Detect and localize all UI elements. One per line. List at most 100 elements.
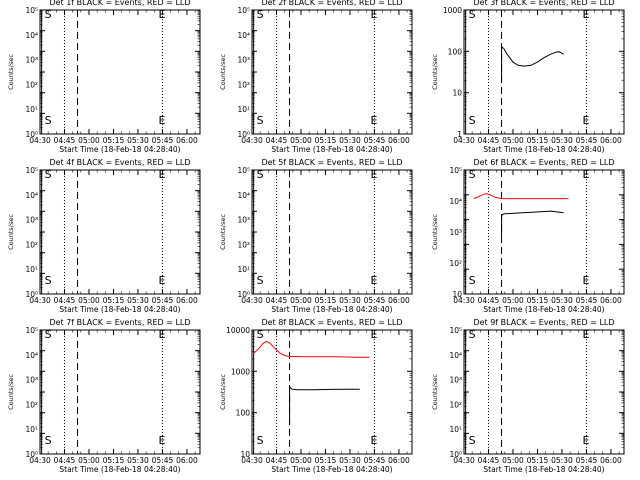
x-tick-label: 05:45 (364, 456, 386, 465)
x-tick-label: 05:15 (315, 296, 337, 305)
y-tick-label: 10³ (449, 376, 462, 385)
marker-label-e-top: E (158, 328, 165, 341)
y-axis-label: Counts/sec (219, 54, 227, 90)
x-tick-label: 05:45 (152, 136, 174, 145)
y-axis-label: Counts/sec (431, 374, 439, 410)
x-tick-label: 04:30 (241, 296, 263, 305)
detector-panel: Det 3f BLACK = Events, RED = LLD 1 10 100 10… (431, 0, 625, 154)
x-tick-label: 04:45 (54, 456, 76, 465)
y-tick-label: 10² (25, 400, 38, 409)
y-tick-label: 10⁰ (237, 290, 250, 299)
marker-label-e-bottom: E (370, 114, 377, 127)
x-axis-label: Start Time (18-Feb-18 04:28:40) (271, 305, 392, 314)
detector-panel: Det 2f BLACK = Events, RED = LLD 10⁰ 10¹ 10… (219, 0, 413, 154)
x-tick-label: 05:30 (551, 136, 573, 145)
marker-label-s-top: S (469, 168, 476, 181)
x-tick-label: 04:45 (478, 136, 500, 145)
x-tick-label: 04:30 (241, 136, 263, 145)
events-rate-series (501, 45, 564, 81)
y-tick-label: 10⁴ (25, 351, 38, 360)
y-tick-label: 10¹ (25, 425, 38, 434)
marker-label-s-bottom: S (45, 434, 52, 447)
x-tick-label: 04:30 (453, 136, 475, 145)
y-tick-label: 10⁵ (25, 326, 38, 335)
panel-title: Det 5f BLACK = Events, RED = LLD (261, 158, 402, 167)
x-tick-label: 04:45 (266, 456, 288, 465)
x-tick-label: 05:15 (315, 456, 337, 465)
x-tick-label: 05:15 (103, 296, 125, 305)
x-tick-label: 04:30 (29, 136, 51, 145)
x-tick-label: 05:00 (290, 296, 312, 305)
marker-label-e-top: E (370, 8, 377, 21)
marker-label-s-bottom: S (257, 434, 264, 447)
x-tick-label: 05:30 (339, 456, 361, 465)
y-tick-label: 10 (452, 290, 462, 299)
x-tick-label: 06:00 (600, 296, 622, 305)
events-rate-series (501, 210, 564, 237)
x-tick-label: 04:45 (54, 296, 76, 305)
marker-label-s-bottom: S (469, 114, 476, 127)
y-tick-label: 100 (448, 47, 463, 56)
y-tick-label: 10² (449, 400, 462, 409)
x-tick-label: 05:00 (290, 136, 312, 145)
y-tick-label: 10¹ (237, 265, 250, 274)
y-tick-label: 10⁴ (237, 191, 250, 200)
panel-title: Det 4f BLACK = Events, RED = LLD (49, 158, 190, 167)
y-tick-label: 10¹ (25, 105, 38, 114)
panel-title: Det 3f BLACK = Events, RED = LLD (473, 0, 614, 7)
x-tick-label: 04:30 (29, 456, 51, 465)
x-tick-label: 05:15 (103, 456, 125, 465)
x-tick-label: 05:15 (103, 136, 125, 145)
panel-title: Det 9f BLACK = Events, RED = LLD (473, 318, 614, 327)
x-tick-label: 06:00 (176, 136, 198, 145)
marker-label-s-top: S (45, 8, 52, 21)
y-tick-label: 10⁵ (449, 326, 462, 335)
marker-label-e-bottom: E (582, 114, 589, 127)
y-tick-label: 10⁰ (25, 290, 38, 299)
marker-label-e-bottom: E (370, 274, 377, 287)
marker-label-s-top: S (469, 328, 476, 341)
detector-panel: Det 8f BLACK = Events, RED = LLD 10 100 100… (219, 318, 413, 474)
x-tick-label: 04:45 (266, 296, 288, 305)
y-axis-label: Counts/sec (7, 214, 15, 250)
x-tick-label: 05:00 (502, 136, 524, 145)
y-tick-label: 10⁰ (25, 130, 38, 139)
x-axis-label: Start Time (18-Feb-18 04:28:40) (483, 465, 604, 474)
y-tick-label: 10⁵ (449, 166, 462, 175)
x-tick-label: 06:00 (600, 136, 622, 145)
y-tick-label: 10⁴ (25, 191, 38, 200)
y-tick-label: 100 (236, 409, 251, 418)
detector-panel: Det 5f BLACK = Events, RED = LLD 10⁰ 10¹ 10… (219, 158, 413, 314)
x-tick-label: 05:30 (339, 136, 361, 145)
detector-panel: Det 1f BLACK = Events, RED = LLD 10⁰ 10¹ 10… (7, 0, 201, 154)
y-tick-label: 10² (25, 240, 38, 249)
y-tick-label: 1 (457, 130, 462, 139)
y-axis-label: Counts/sec (219, 214, 227, 250)
y-tick-label: 10³ (237, 56, 250, 65)
x-axis-label: Start Time (18-Feb-18 04:28:40) (59, 145, 180, 154)
x-tick-label: 04:45 (478, 456, 500, 465)
marker-label-e-bottom: E (158, 114, 165, 127)
y-tick-label: 10² (25, 80, 38, 89)
marker-label-s-top: S (469, 8, 476, 21)
marker-label-e-bottom: E (582, 274, 589, 287)
x-tick-label: 05:00 (502, 296, 524, 305)
x-tick-label: 04:30 (453, 456, 475, 465)
x-tick-label: 05:45 (364, 136, 386, 145)
y-tick-label: 10² (449, 259, 462, 268)
marker-label-s-bottom: S (45, 114, 52, 127)
marker-label-e-top: E (582, 8, 589, 21)
x-tick-label: 05:15 (527, 456, 549, 465)
x-tick-label: 06:00 (176, 296, 198, 305)
marker-label-e-top: E (582, 328, 589, 341)
y-axis-label: Counts/sec (219, 374, 227, 410)
detector-panel: Det 9f BLACK = Events, RED = LLD 10⁰ 10¹ 10… (431, 318, 625, 474)
marker-label-s-bottom: S (257, 274, 264, 287)
x-tick-label: 05:45 (152, 456, 174, 465)
detector-panel: Det 7f BLACK = Events, RED = LLD 10⁰ 10¹ 10… (7, 318, 201, 474)
x-tick-label: 05:45 (152, 296, 174, 305)
x-tick-label: 05:30 (127, 136, 149, 145)
y-tick-label: 10⁴ (237, 31, 250, 40)
x-tick-label: 05:30 (339, 296, 361, 305)
